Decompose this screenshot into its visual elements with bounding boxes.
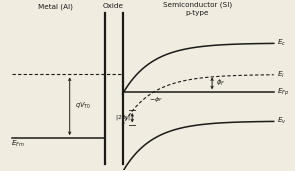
Text: Semiconductor (SI)
p-type: Semiconductor (SI) p-type [163, 2, 232, 16]
Text: $E_{Fm}$: $E_{Fm}$ [11, 139, 25, 149]
Text: $E_i$: $E_i$ [277, 69, 285, 80]
Text: $-\phi_F$: $-\phi_F$ [149, 95, 163, 104]
Text: $\phi_F$: $\phi_F$ [216, 78, 225, 88]
Text: $|2\phi_F|$: $|2\phi_F|$ [114, 113, 131, 122]
Text: $qV_{T0}$: $qV_{T0}$ [75, 101, 91, 111]
Text: $E_{Fp}$: $E_{Fp}$ [277, 87, 289, 98]
Text: $E_v$: $E_v$ [277, 116, 286, 126]
Text: $E_c$: $E_c$ [277, 38, 286, 48]
Text: Metal (Al): Metal (Al) [37, 3, 73, 10]
Text: Oxide: Oxide [103, 3, 124, 9]
